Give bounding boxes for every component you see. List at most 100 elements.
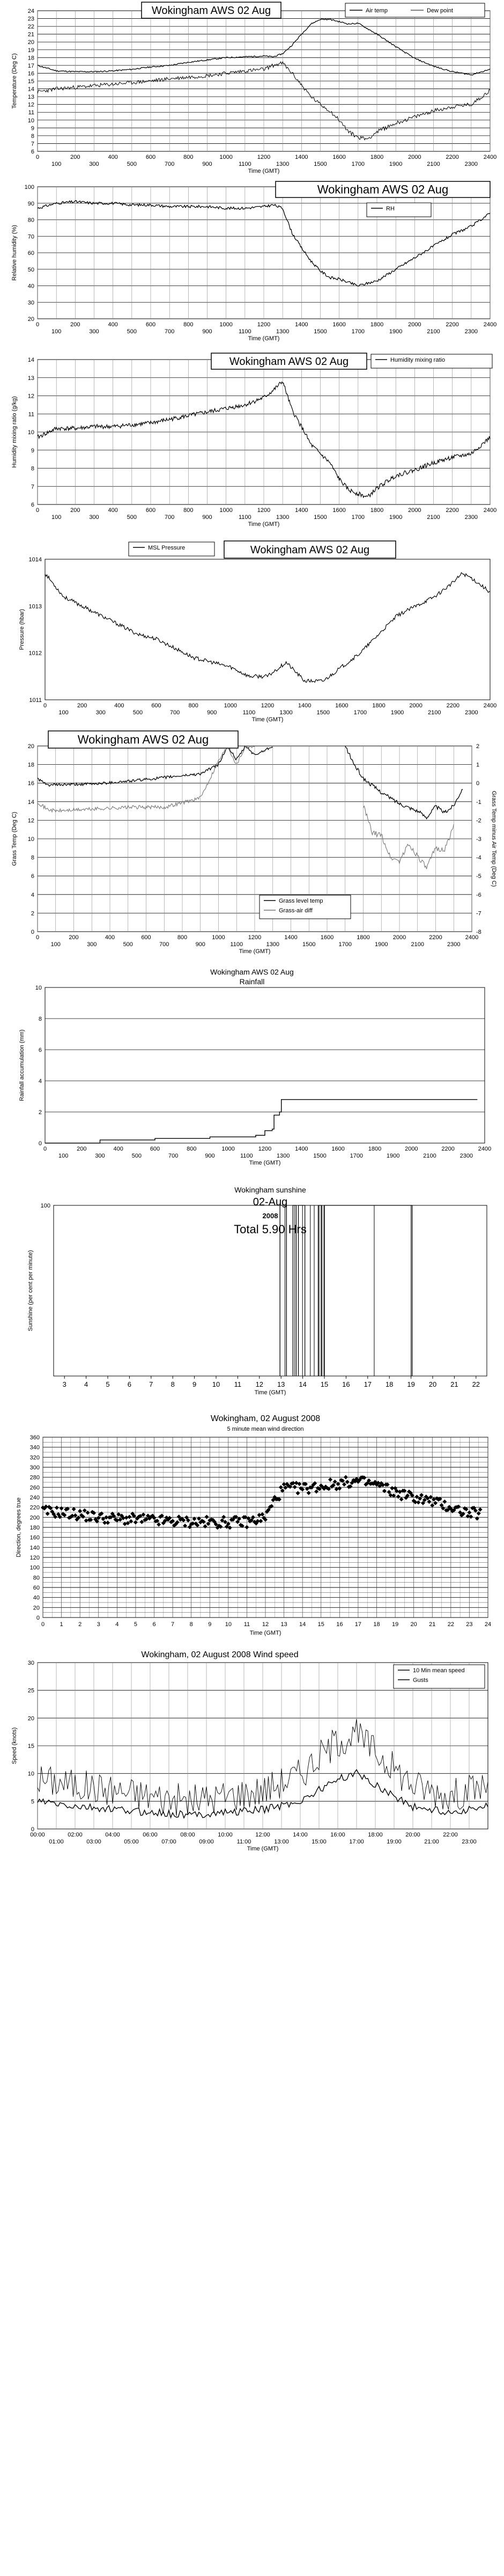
y-tick-label: 24 (28, 8, 34, 14)
x-tick-label: 1300 (276, 328, 289, 335)
x-tick-label: 5 (106, 1380, 109, 1388)
wind-direction-point (320, 1484, 325, 1489)
x-tick-label: 2400 (465, 934, 478, 941)
wind-direction-point (381, 1482, 386, 1487)
mixing-ratio-chart: 6 7 8 9 10 11 12 13 14 0 200 400 600 800 1000 1200 1400 1… (11, 353, 496, 528)
wind-direction-point (413, 1499, 418, 1504)
y-axis-label: Direction, degrees true (16, 1497, 22, 1557)
x-tick-label: 0 (36, 934, 39, 941)
wind-direction-point (305, 1487, 309, 1491)
x-tick-label: 1100 (239, 328, 251, 335)
wind-direction-point (269, 1504, 274, 1509)
x-tick-label: 12 (256, 1380, 263, 1388)
x-tick-label: 1600 (335, 702, 348, 709)
wind-direction-point (139, 1519, 144, 1524)
x-tick-label: 1600 (331, 1146, 344, 1152)
wind-direction-chart: 0204060801001201401601802002202402602803… (16, 1414, 491, 1636)
wind-direction-point (183, 1523, 188, 1528)
wind-direction-point (266, 1507, 271, 1512)
x-tick-label: 1300 (276, 161, 289, 167)
wind-direction-point (461, 1511, 465, 1516)
wind-direction-point (436, 1497, 441, 1502)
wind-direction-point (257, 1512, 262, 1517)
wind-direction-point (127, 1514, 132, 1519)
sunshine-total: Total 5.90 Hrs (234, 1223, 307, 1236)
x-tick-label: 1800 (370, 154, 383, 160)
chart-title-box (211, 353, 367, 370)
x-tick-label: 800 (183, 154, 193, 160)
wind-direction-point (433, 1501, 438, 1505)
wind-direction-point (246, 1516, 251, 1521)
legend-label: Humidity mixing ratio (390, 357, 445, 363)
y-right-tick-label: 2 (476, 743, 479, 750)
wind-direction-point (78, 1509, 83, 1513)
wind-direction-point (211, 1518, 216, 1523)
x-tick-label: 2200 (447, 702, 459, 709)
y-axis-label: Pressure (hbar) (19, 609, 25, 650)
y-tick-label: 8 (39, 1016, 42, 1022)
y-tick-label: 19 (28, 47, 34, 54)
wind-direction-point (132, 1513, 137, 1518)
wind-direction-point (88, 1517, 93, 1522)
wind-direction-point (390, 1486, 395, 1491)
x-tick-label: 1300 (276, 514, 289, 521)
grass-air-diff-line (363, 805, 454, 869)
x-tick-label: 2200 (446, 154, 458, 160)
wind-direction-point (478, 1507, 483, 1512)
x-tick-label: 1600 (321, 934, 333, 941)
y-tick-label: 12 (28, 393, 34, 400)
y-right-tick-label: 0 (476, 780, 479, 787)
x-tick-label: 2200 (429, 934, 442, 941)
wind-direction-point (367, 1478, 372, 1483)
x-tick-label: 1900 (389, 161, 402, 167)
y-tick-label: 20 (33, 1605, 40, 1611)
wind-direction-point (260, 1512, 265, 1517)
wind-direction-point (181, 1518, 186, 1523)
wind-direction-point (92, 1511, 97, 1516)
x-tick-label: 1700 (354, 709, 367, 716)
chart-year: 2008 (263, 1212, 278, 1220)
wind-direction-point (190, 1521, 195, 1526)
wind-direction-point (295, 1491, 300, 1496)
x-tick-label: 21 (429, 1621, 435, 1628)
x-tick-label: 600 (146, 154, 155, 160)
rh-line (37, 200, 491, 287)
x-tick-label: 23 (466, 1621, 472, 1628)
x-tick-label: 900 (205, 1153, 214, 1159)
x-tick-label: 1400 (295, 1146, 308, 1152)
x-tick-label: 19 (407, 1380, 414, 1388)
grass-temp-chart-panel: 0 2 4 6 8 10 12 14 16 18 20 0 200 400 600 800 1000 1200 14… (2, 730, 502, 961)
y-tick-label: 20 (28, 743, 34, 750)
x-tick-label: 2300 (465, 709, 478, 716)
wind-direction-point (56, 1512, 61, 1517)
y-tick-label: 20 (28, 1715, 34, 1722)
y-tick-label: 160 (30, 1535, 40, 1541)
y-tick-label: 15 (28, 78, 34, 85)
wind-direction-point (416, 1500, 421, 1505)
x-tick-label: 2200 (446, 507, 458, 514)
y-tick-label: 13 (28, 375, 34, 382)
wind-direction-point (115, 1518, 120, 1523)
x-tick-label: 700 (170, 709, 180, 716)
wind-direction-point (467, 1510, 472, 1515)
x-tick-label: 1500 (314, 514, 327, 521)
y-axis-label: Grass Temp (Deg C) (11, 812, 18, 866)
legend-label: Grass level temp (279, 898, 323, 904)
y-axis-label: Speed (knots) (11, 1728, 18, 1764)
y-tick-label: 7 (31, 484, 34, 490)
wind-direction-point (476, 1511, 481, 1516)
x-tick-label: 1100 (239, 514, 251, 521)
x-tick-label: 3 (97, 1621, 100, 1628)
wind-direction-point (410, 1493, 414, 1498)
wind-direction-point (473, 1508, 478, 1513)
wind-direction-point (442, 1499, 447, 1504)
air-temp-line (38, 18, 491, 76)
y-tick-label: 8 (31, 133, 34, 140)
x-tick-label: 1500 (314, 161, 327, 167)
wind-direction-point (387, 1490, 391, 1495)
x-tick-label: 2100 (427, 514, 440, 521)
y-tick-label: 280 (30, 1475, 40, 1481)
y-tick-label: 340 (30, 1445, 40, 1451)
x-axis-label: Time (GMT) (255, 1389, 286, 1396)
wind-direction-point (291, 1481, 295, 1485)
